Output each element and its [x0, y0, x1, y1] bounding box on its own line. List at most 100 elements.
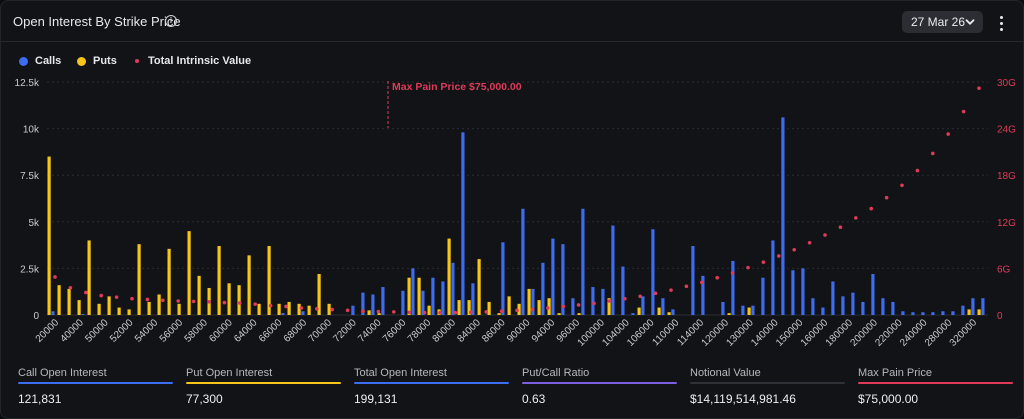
put-bar[interactable] — [157, 294, 161, 315]
call-bar[interactable] — [821, 307, 825, 315]
call-bar[interactable] — [851, 292, 855, 315]
put-bar[interactable] — [467, 300, 471, 315]
call-bar[interactable] — [381, 287, 385, 315]
intrinsic-value-point[interactable] — [130, 296, 134, 301]
put-bar[interactable] — [247, 255, 251, 315]
put-bar[interactable] — [267, 246, 271, 315]
call-bar[interactable] — [951, 311, 955, 315]
intrinsic-value-point[interactable] — [453, 310, 458, 315]
call-bar[interactable] — [521, 208, 525, 315]
intrinsic-value-point[interactable] — [946, 132, 950, 136]
put-bar[interactable] — [667, 312, 671, 315]
put-bar[interactable] — [977, 309, 981, 315]
put-bar[interactable] — [117, 307, 121, 315]
put-bar[interactable] — [147, 301, 151, 315]
intrinsic-value-point[interactable] — [191, 299, 196, 304]
call-bar[interactable] — [301, 311, 305, 315]
call-bar[interactable] — [671, 309, 675, 315]
call-bar[interactable] — [961, 305, 965, 315]
put-bar[interactable] — [297, 303, 301, 315]
intrinsic-value-point[interactable] — [114, 295, 119, 299]
put-bar[interactable] — [577, 313, 581, 315]
intrinsic-value-point[interactable] — [530, 307, 535, 312]
put-bar[interactable] — [177, 303, 181, 315]
call-bar[interactable] — [691, 246, 695, 315]
put-bar[interactable] — [217, 246, 221, 315]
put-bar[interactable] — [747, 307, 751, 315]
put-bar[interactable] — [377, 313, 381, 315]
call-bar[interactable] — [941, 311, 945, 315]
call-bar[interactable] — [571, 298, 575, 315]
call-bar[interactable] — [411, 268, 415, 315]
call-bar[interactable] — [401, 290, 405, 315]
intrinsic-value-point[interactable] — [145, 297, 150, 302]
intrinsic-value-point[interactable] — [484, 310, 489, 314]
put-bar[interactable] — [287, 301, 291, 315]
intrinsic-value-point[interactable] — [669, 288, 673, 292]
put-bar[interactable] — [197, 275, 201, 315]
call-bar[interactable] — [871, 273, 875, 315]
call-bar[interactable] — [721, 301, 725, 315]
put-bar[interactable] — [167, 248, 171, 315]
intrinsic-value-point[interactable] — [777, 254, 781, 258]
call-bar[interactable] — [461, 132, 465, 315]
put-bar[interactable] — [637, 307, 641, 315]
intrinsic-value-point[interactable] — [746, 265, 750, 270]
intrinsic-value-point[interactable] — [438, 310, 442, 315]
intrinsic-value-point[interactable] — [330, 307, 335, 312]
call-bar[interactable] — [51, 311, 55, 315]
put-bar[interactable] — [237, 285, 241, 315]
intrinsic-value-point[interactable] — [361, 309, 365, 313]
intrinsic-value-point[interactable] — [268, 303, 273, 308]
intrinsic-value-point[interactable] — [900, 183, 904, 188]
info-icon[interactable]: i — [165, 15, 177, 27]
put-bar[interactable] — [67, 288, 71, 315]
intrinsic-value-point[interactable] — [977, 86, 981, 91]
put-bar[interactable] — [517, 303, 521, 315]
intrinsic-value-point[interactable] — [207, 299, 211, 304]
intrinsic-value-point[interactable] — [161, 298, 165, 303]
call-bar[interactable] — [361, 292, 365, 315]
put-bar[interactable] — [137, 244, 141, 315]
call-bar[interactable] — [791, 270, 795, 315]
intrinsic-value-point[interactable] — [931, 151, 935, 156]
intrinsic-value-point[interactable] — [515, 308, 519, 313]
intrinsic-value-point[interactable] — [700, 280, 704, 285]
call-bar[interactable] — [981, 298, 985, 315]
intrinsic-value-point[interactable] — [884, 195, 889, 200]
put-bar[interactable] — [87, 240, 91, 315]
put-bar[interactable] — [257, 303, 261, 315]
intrinsic-value-point[interactable] — [546, 306, 550, 310]
put-bar[interactable] — [187, 231, 191, 315]
call-bar[interactable] — [661, 298, 665, 315]
kebab-menu-icon[interactable] — [997, 13, 1007, 33]
call-bar[interactable] — [561, 244, 565, 315]
put-bar[interactable] — [657, 307, 661, 315]
call-bar[interactable] — [751, 305, 755, 315]
put-bar[interactable] — [497, 313, 501, 315]
call-bar[interactable] — [591, 287, 595, 315]
intrinsic-value-point[interactable] — [684, 284, 689, 289]
call-bar[interactable] — [891, 301, 895, 315]
call-bar[interactable] — [631, 313, 635, 315]
call-bar[interactable] — [551, 238, 555, 315]
intrinsic-value-point[interactable] — [561, 304, 565, 309]
call-bar[interactable] — [861, 301, 865, 315]
put-bar[interactable] — [327, 303, 331, 315]
intrinsic-value-point[interactable] — [392, 310, 396, 314]
put-bar[interactable] — [477, 259, 481, 315]
put-bar[interactable] — [547, 298, 551, 315]
intrinsic-value-point[interactable] — [838, 225, 843, 230]
call-bar[interactable] — [771, 240, 775, 315]
put-bar[interactable] — [307, 305, 311, 315]
put-bar[interactable] — [127, 309, 131, 315]
intrinsic-value-point[interactable] — [315, 306, 319, 311]
intrinsic-value-point[interactable] — [238, 301, 242, 305]
call-bar[interactable] — [281, 313, 285, 315]
intrinsic-value-point[interactable] — [761, 260, 766, 264]
call-bar[interactable] — [421, 290, 425, 315]
intrinsic-value-point[interactable] — [407, 310, 412, 315]
put-bar[interactable] — [227, 283, 231, 315]
put-bar[interactable] — [407, 277, 411, 315]
put-bar[interactable] — [537, 300, 541, 315]
